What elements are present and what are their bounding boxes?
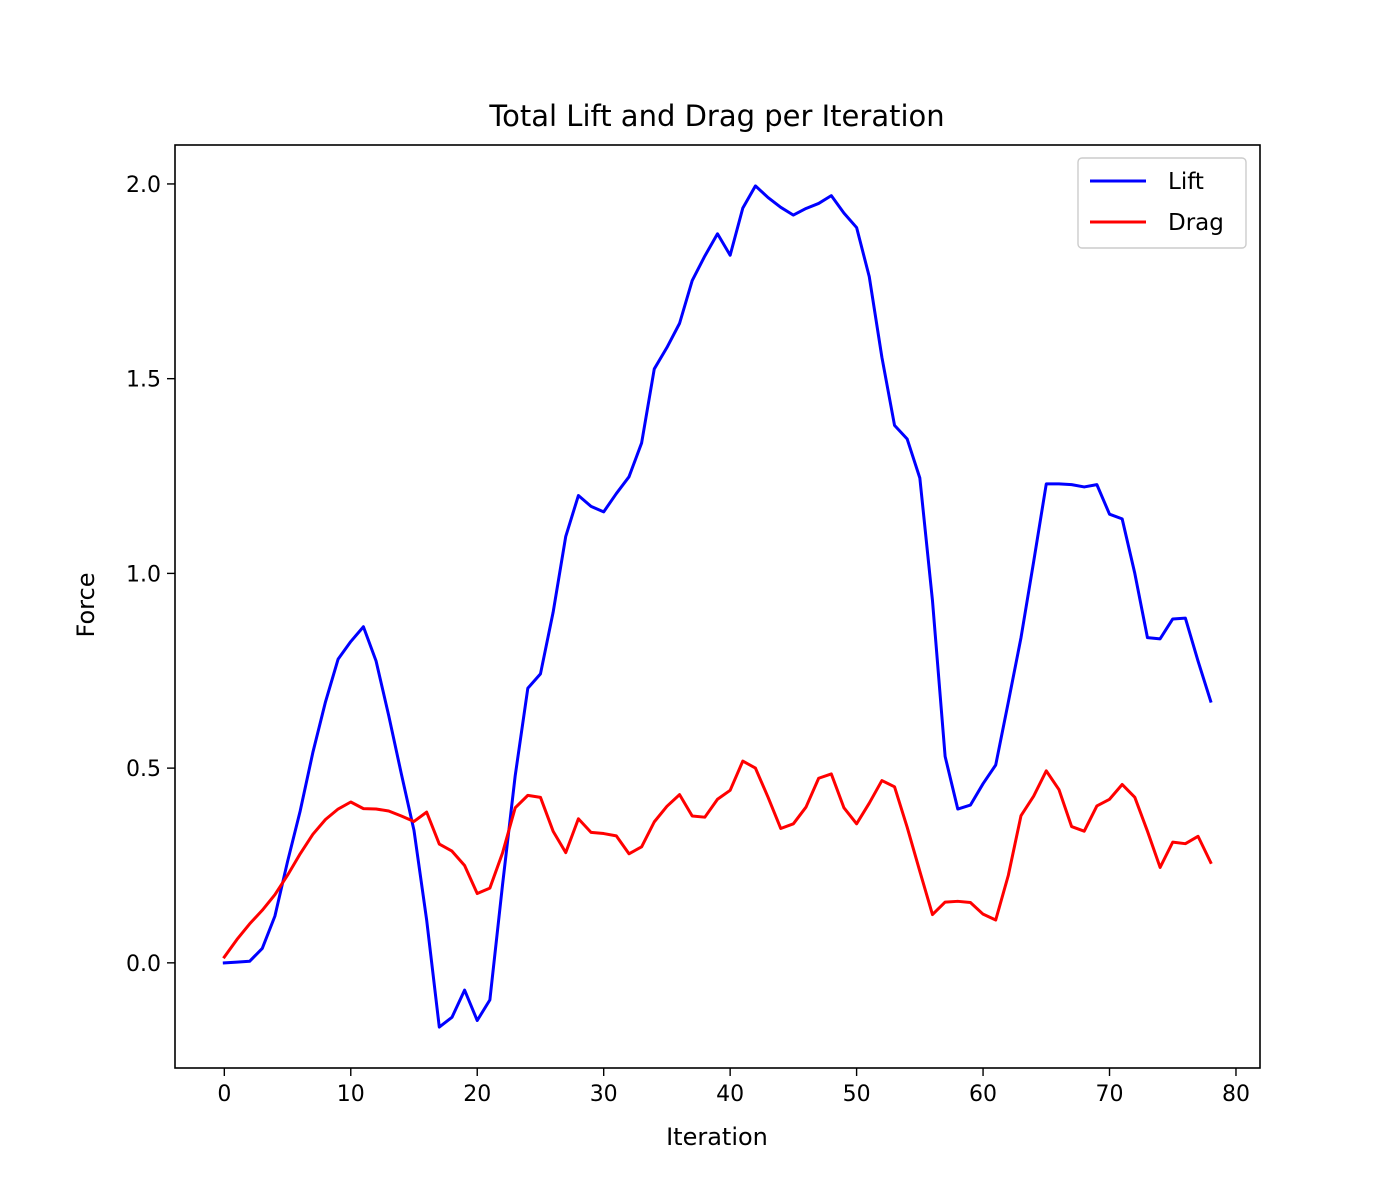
- y-axis-ticks: 0.0 0.5 1.0 1.5 2.0: [126, 173, 175, 977]
- x-tick-label: 70: [1096, 1082, 1124, 1107]
- legend-label-drag: Drag: [1168, 210, 1224, 236]
- x-tick-label: 60: [969, 1082, 997, 1107]
- plot-lines: [222, 184, 1213, 1029]
- x-tick-label: 10: [337, 1082, 365, 1107]
- y-tick-label: 2.0: [126, 173, 161, 198]
- x-tick-label: 20: [463, 1082, 491, 1107]
- x-tick-label: 0: [217, 1082, 231, 1107]
- series-line-drag: [222, 759, 1213, 960]
- y-tick-label: 1.0: [126, 562, 161, 587]
- x-tick-label: 50: [843, 1082, 871, 1107]
- legend-label-lift: Lift: [1168, 169, 1204, 195]
- x-tick-label: 30: [590, 1082, 618, 1107]
- y-tick-label: 0.0: [126, 952, 161, 977]
- series-line-lift: [222, 184, 1213, 1029]
- y-tick-label: 1.5: [126, 368, 161, 393]
- x-axis-ticks: 0 10 20 30 40 50 60 70 80: [217, 1068, 1250, 1107]
- y-axis-label: Force: [72, 573, 100, 638]
- x-tick-label: 80: [1222, 1082, 1250, 1107]
- x-axis-label: Iteration: [666, 1123, 768, 1151]
- plot-frame: [174, 144, 1261, 1069]
- x-tick-label: 40: [716, 1082, 744, 1107]
- legend: Lift Drag: [1077, 157, 1247, 249]
- y-tick-label: 0.5: [126, 757, 161, 782]
- chart-title: Total Lift and Drag per Iteration: [488, 99, 944, 133]
